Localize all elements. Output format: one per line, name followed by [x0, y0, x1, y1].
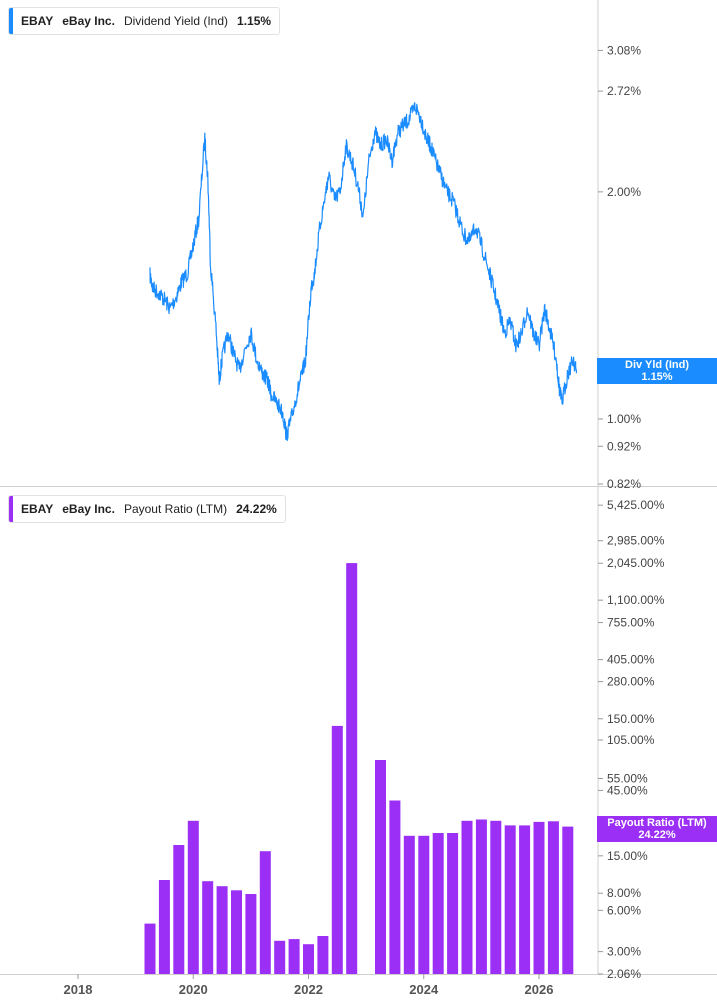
y-tick-label: 6.00% — [607, 903, 641, 917]
y-tick-label: 3.00% — [607, 945, 641, 959]
legend-company: eBay Inc. — [62, 502, 115, 516]
payout-bar — [447, 833, 459, 974]
bottom-y-axis: 5,425.00% 2,985.00% 2,045.00% 1,100.00% 755.… — [598, 498, 665, 981]
payout-bar — [403, 835, 415, 974]
y-tick-label: 405.00% — [607, 653, 655, 667]
x-tick-label: 2024 — [409, 982, 439, 997]
payout-bar — [303, 944, 314, 974]
payout-bar — [202, 881, 214, 974]
payout-bar — [475, 819, 487, 974]
dividend-yield-price-flag: Div Yld (Ind) 1.15% — [597, 358, 717, 384]
payout-ratio-plot — [144, 563, 574, 974]
payout-bar — [144, 923, 156, 974]
payout-bar — [418, 835, 430, 974]
payout-bar — [375, 760, 386, 974]
legend-value: 1.15% — [237, 14, 272, 28]
legend-color-bar — [9, 496, 13, 522]
flag-value: 1.15% — [641, 371, 673, 383]
y-tick-label: 15.00% — [607, 849, 648, 863]
payout-bar — [231, 890, 242, 974]
legend-value: 24.22% — [236, 502, 277, 516]
y-tick-label: 2.06% — [607, 967, 641, 981]
y-tick-label: 5,425.00% — [607, 498, 665, 512]
dividend-yield-legend: EBAY eBay Inc. Dividend Yield (Ind) 1.15… — [8, 7, 281, 35]
y-tick-label: 0.82% — [607, 477, 641, 491]
flag-value: 24.22% — [638, 829, 676, 841]
payout-bar — [519, 825, 531, 974]
payout-ratio-price-flag: Payout Ratio (LTM) 24.22% — [597, 816, 717, 842]
y-tick-label: 2.72% — [607, 84, 641, 98]
payout-bar — [533, 821, 545, 974]
payout-bar — [259, 851, 271, 974]
legend-ticker: EBAY — [21, 14, 54, 28]
flag-label: Payout Ratio (LTM) — [607, 817, 707, 829]
flag-label: Div Yld (Ind) — [625, 359, 689, 371]
dividend-yield-line — [149, 102, 578, 441]
dividend-yield-plot — [149, 102, 578, 441]
payout-bar — [317, 936, 329, 974]
payout-bar — [490, 820, 502, 974]
x-axis: 2018 2020 2022 2024 2026 — [64, 974, 554, 997]
y-tick-label: 1,100.00% — [607, 593, 665, 607]
chart-frame — [0, 0, 717, 975]
payout-bar — [216, 886, 228, 974]
legend-metric: Dividend Yield (Ind) — [123, 14, 229, 28]
y-tick-label: 2,985.00% — [607, 534, 665, 548]
payout-bar — [158, 880, 170, 974]
payout-bar — [288, 939, 300, 974]
legend-metric: Payout Ratio (LTM) — [123, 502, 228, 516]
payout-ratio-legend: EBAY eBay Inc. Payout Ratio (LTM) 24.22% — [8, 495, 286, 523]
y-tick-label: 1.00% — [607, 412, 641, 426]
y-tick-label: 280.00% — [607, 675, 655, 689]
payout-bar — [274, 940, 286, 974]
y-tick-label: 2.00% — [607, 185, 641, 199]
payout-bar — [331, 725, 343, 974]
payout-bar — [562, 826, 574, 974]
x-tick-label: 2026 — [525, 982, 554, 997]
payout-bar — [187, 820, 199, 974]
y-tick-label: 105.00% — [607, 733, 655, 747]
payout-bar — [346, 563, 358, 974]
top-y-axis: 3.08% 2.72% 2.00% 1.00% 0.92% 0.82% — [598, 43, 641, 491]
x-tick-label: 2022 — [294, 982, 323, 997]
legend-ticker: EBAY — [21, 502, 54, 516]
y-tick-label: 55.00% — [607, 771, 648, 785]
payout-bar — [245, 894, 257, 974]
y-tick-label: 755.00% — [607, 616, 655, 630]
legend-company: eBay Inc. — [62, 14, 115, 28]
y-tick-label: 2,045.00% — [607, 556, 665, 570]
payout-bar — [389, 800, 401, 974]
payout-bar — [461, 820, 473, 974]
legend-color-bar — [9, 8, 13, 34]
x-tick-label: 2018 — [64, 982, 93, 997]
y-tick-label: 0.92% — [607, 439, 641, 453]
y-tick-label: 45.00% — [607, 783, 648, 797]
x-tick-label: 2020 — [179, 982, 208, 997]
payout-bar — [504, 825, 516, 974]
y-tick-label: 150.00% — [607, 712, 655, 726]
y-tick-label: 3.08% — [607, 43, 641, 57]
payout-bar — [432, 833, 444, 974]
payout-bar — [173, 845, 185, 974]
y-tick-label: 8.00% — [607, 886, 641, 900]
payout-bar — [547, 821, 559, 974]
